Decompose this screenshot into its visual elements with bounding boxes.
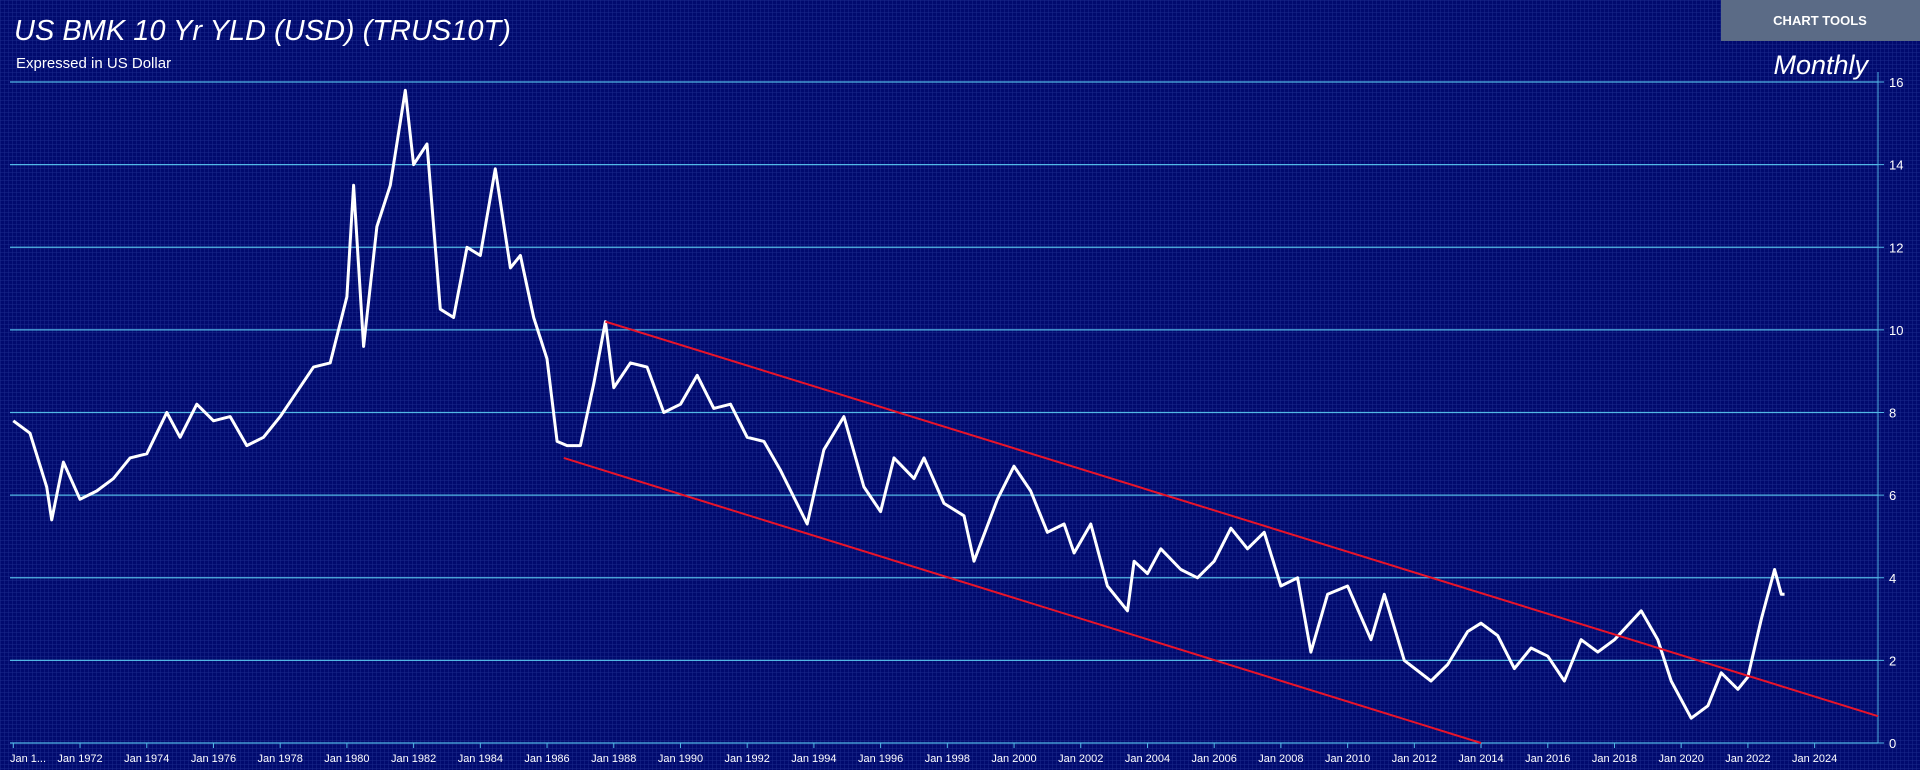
chart-tools-button[interactable] xyxy=(1721,0,1920,41)
x-tick-label: Jan 1992 xyxy=(725,753,770,765)
x-tick-label: Jan 1988 xyxy=(591,753,636,765)
frequency-label: Monthly xyxy=(1773,50,1869,80)
x-tick-label: Jan 2000 xyxy=(991,753,1036,765)
x-tick-label: Jan 2002 xyxy=(1058,753,1103,765)
y-tick-label: 14 xyxy=(1889,158,1903,173)
chart-subtitle: Expressed in US Dollar xyxy=(16,55,171,72)
trendline xyxy=(563,456,1482,744)
y-tick-label: 8 xyxy=(1889,406,1896,421)
y-tick-label: 6 xyxy=(1889,488,1896,503)
x-tick-label: Jan 2016 xyxy=(1525,753,1570,765)
x-tick-label: Jan 1976 xyxy=(191,753,236,765)
x-tick-label: Jan 1984 xyxy=(458,753,503,765)
x-tick-label: Jan 1972 xyxy=(57,753,102,765)
series-line xyxy=(12,88,1785,720)
trendline xyxy=(605,320,1879,718)
x-tick-label: Jan 1980 xyxy=(324,753,369,765)
y-tick-label: 0 xyxy=(1889,736,1896,751)
x-tick-label: Jan 2010 xyxy=(1325,753,1370,765)
y-tick-label: 10 xyxy=(1889,323,1903,338)
x-tick-label: Jan 1998 xyxy=(925,753,970,765)
x-tick-label: Jan 1974 xyxy=(124,753,169,765)
x-tick-label: Jan 2024 xyxy=(1792,753,1837,765)
x-tick-label: Jan 2018 xyxy=(1592,753,1637,765)
x-tick-label: Jan 2008 xyxy=(1258,753,1303,765)
x-tick-label: Jan 1986 xyxy=(524,753,569,765)
x-tick-label: Jan 1982 xyxy=(391,753,436,765)
x-tick-label: Jan 2020 xyxy=(1659,753,1704,765)
x-tick-label: Jan 2022 xyxy=(1725,753,1770,765)
y-tick-label: 16 xyxy=(1889,75,1903,90)
chart-title: US BMK 10 Yr YLD (USD) (TRUS10T) xyxy=(14,15,511,47)
x-tick-label: Jan 2006 xyxy=(1192,753,1237,765)
y-tick-label: 4 xyxy=(1889,571,1896,586)
x-tick-label: Jan 1994 xyxy=(791,753,836,765)
y-tick-label: 12 xyxy=(1889,240,1903,255)
x-tick-label: Jan 1978 xyxy=(258,753,303,765)
x-tick-label: Jan 2014 xyxy=(1458,753,1503,765)
grid: 0 2 4 6 8 10 12 14 16 Jan 1... Jan 1972 Jan 1974 Jan… xyxy=(10,72,1903,765)
chart-tools-label[interactable]: CHART TOOLS xyxy=(1773,13,1867,28)
x-tick-label: Jan 2012 xyxy=(1392,753,1437,765)
x-tick-label: Jan 2004 xyxy=(1125,753,1170,765)
marks xyxy=(12,88,1879,744)
y-tick-label: 2 xyxy=(1889,653,1896,668)
x-tick-label: Jan 1996 xyxy=(858,753,903,765)
x-tick-label: Jan 1... xyxy=(10,753,46,765)
x-tick-label: Jan 1990 xyxy=(658,753,703,765)
